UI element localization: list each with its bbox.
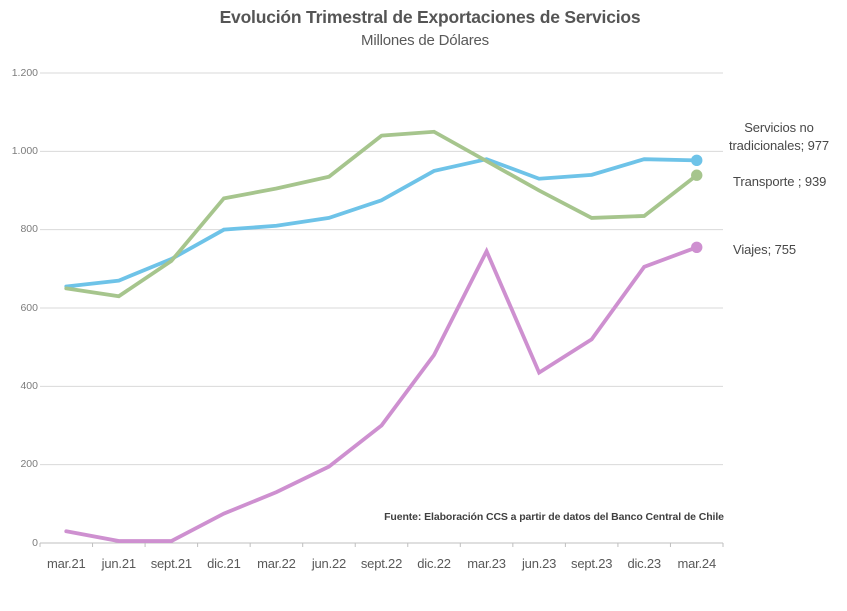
series-endpoint-transporte <box>691 169 703 181</box>
x-axis-tick-label: mar.21 <box>46 556 86 571</box>
x-axis-tick-label: mar.23 <box>467 556 506 571</box>
series-endpoint-viajes <box>691 241 703 253</box>
x-axis-tick-label: dic.21 <box>207 556 241 571</box>
y-axis-tick-label: 0 <box>32 536 38 549</box>
series-line-viajes <box>64 245 699 543</box>
x-axis-tick-label: mar.22 <box>257 556 296 571</box>
x-axis-tick-label: sept.22 <box>360 556 403 571</box>
source-note: Fuente: Elaboración CCS a partir de dato… <box>384 511 724 523</box>
x-axis-tick-label: sept.21 <box>150 556 192 571</box>
x-axis-tick-label: dic.23 <box>627 556 661 571</box>
series-endpoint-servicios-no-tradicionales <box>691 154 703 167</box>
x-axis-tick-label: mar.24 <box>677 556 716 571</box>
y-axis-tick-label: 1.200 <box>11 66 38 79</box>
series-line-transporte <box>64 129 699 299</box>
x-axis-tick-label: jun.21 <box>101 556 136 571</box>
y-axis-tick-label: 400 <box>20 379 38 392</box>
x-axis-tick-label: jun.22 <box>311 556 347 571</box>
series-end-label-viajes: Viajes; 755 <box>733 242 796 257</box>
y-axis-tick-label: 600 <box>20 301 38 314</box>
y-axis-tick-label: 200 <box>20 458 38 471</box>
series-end-label-transporte: Transporte ; 939 <box>733 174 827 189</box>
chart-title: Evolución Trimestral de Exportaciones de… <box>219 7 641 27</box>
chart-subtitle: Millones de Dólares <box>361 32 489 49</box>
x-axis-tick-label: dic.22 <box>417 556 451 571</box>
x-axis-tick-label: sept.23 <box>571 556 613 571</box>
series-end-label-servicios-no-tradicionales: Servicios no tradicionales; 977 <box>728 120 830 153</box>
y-axis-tick-label: 800 <box>20 223 38 236</box>
y-axis-tick-label: 1.000 <box>11 144 38 157</box>
x-axis-tick-label: jun.23 <box>521 556 557 571</box>
